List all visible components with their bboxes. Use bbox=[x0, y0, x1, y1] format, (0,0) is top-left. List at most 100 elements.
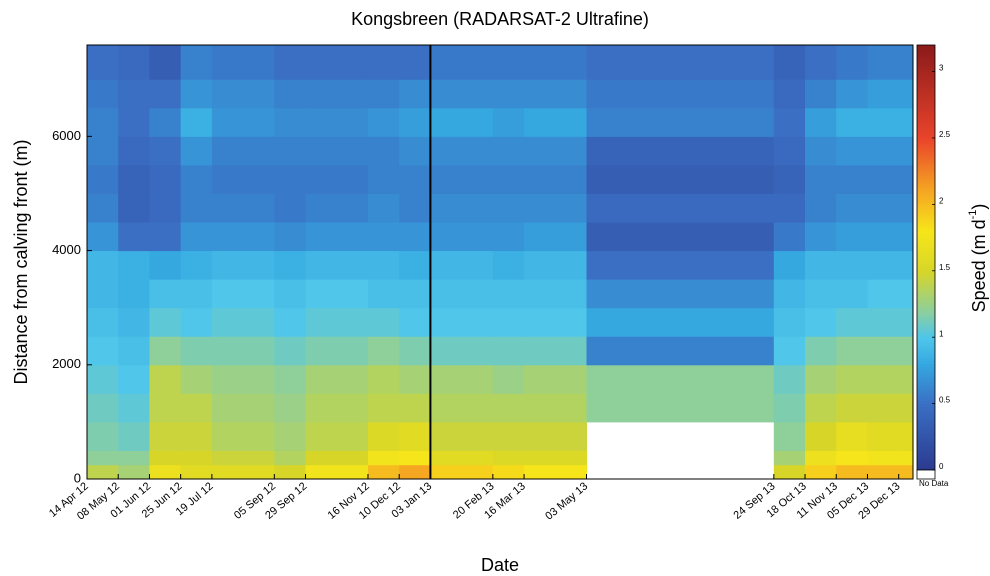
heat-cell bbox=[586, 79, 775, 109]
heat-cell bbox=[867, 193, 900, 223]
heat-cell bbox=[399, 364, 431, 394]
heat-cell bbox=[898, 450, 914, 466]
heat-cell bbox=[836, 336, 868, 366]
heat-cell bbox=[87, 421, 119, 451]
colorbar-step bbox=[917, 438, 935, 442]
heat-cell bbox=[118, 222, 150, 252]
colorbar-step bbox=[917, 313, 935, 317]
colorbar-step bbox=[917, 185, 935, 189]
heat-cell bbox=[430, 364, 494, 394]
heat-cell bbox=[399, 307, 431, 337]
heat-cell bbox=[180, 307, 213, 337]
heat-cell bbox=[149, 79, 182, 109]
colorbar-step bbox=[917, 103, 935, 107]
heat-cell bbox=[305, 79, 369, 109]
heat-cell bbox=[773, 450, 806, 466]
colorbar-tick-label: 1.5 bbox=[939, 263, 951, 272]
colorbar-tick-label: 3 bbox=[939, 64, 944, 73]
colorbar-step bbox=[917, 329, 935, 333]
heat-cell bbox=[305, 107, 369, 137]
colorbar-step bbox=[917, 416, 935, 421]
colorbar-step bbox=[917, 161, 935, 166]
heat-cell bbox=[180, 45, 213, 80]
colorbar-step bbox=[917, 424, 935, 428]
colorbar-step bbox=[917, 273, 935, 277]
heat-cell bbox=[805, 307, 837, 337]
heat-cell bbox=[898, 307, 914, 337]
heat-cell bbox=[524, 336, 588, 366]
heat-cell bbox=[492, 45, 525, 80]
heat-cell bbox=[492, 107, 525, 137]
heat-cell bbox=[805, 193, 837, 223]
colorbar-step bbox=[917, 148, 935, 152]
heat-cell bbox=[492, 364, 525, 394]
heat-cell bbox=[898, 45, 914, 80]
heat-cell bbox=[773, 464, 806, 480]
heat-cell bbox=[586, 193, 775, 223]
heat-cell bbox=[305, 250, 369, 280]
heat-cell bbox=[586, 279, 775, 309]
heat-cell bbox=[399, 464, 431, 480]
heat-cell bbox=[118, 136, 150, 166]
heat-cell bbox=[805, 45, 837, 80]
colorbar-step bbox=[917, 217, 935, 221]
heat-cell bbox=[524, 279, 588, 309]
colorbar-step bbox=[917, 50, 935, 54]
heat-cell bbox=[149, 45, 182, 80]
heat-cell bbox=[524, 79, 588, 109]
colorbar-step bbox=[917, 177, 935, 181]
colorbar-step bbox=[917, 358, 935, 362]
heat-cell bbox=[430, 279, 494, 309]
colorbar-step bbox=[917, 233, 935, 237]
heat-cell bbox=[586, 107, 775, 137]
colorbar-tick-label: 0 bbox=[939, 462, 944, 471]
colorbar-step bbox=[917, 60, 935, 65]
heat-cell bbox=[524, 393, 588, 423]
heat-cell bbox=[836, 79, 868, 109]
heat-cell bbox=[492, 136, 525, 166]
heat-cell bbox=[118, 79, 150, 109]
heat-cell bbox=[305, 421, 369, 451]
heat-cell bbox=[87, 279, 119, 309]
heat-cell bbox=[211, 79, 275, 109]
heat-cell bbox=[773, 279, 806, 309]
heat-cell bbox=[867, 222, 900, 252]
colorbar-step bbox=[917, 215, 935, 219]
colorbar-step bbox=[917, 159, 935, 163]
heat-cell bbox=[180, 450, 213, 466]
colorbar-step bbox=[917, 446, 935, 450]
colorbar-step bbox=[917, 92, 935, 96]
colorbar-step bbox=[917, 98, 935, 102]
colorbar-step bbox=[917, 326, 935, 330]
colorbar-step bbox=[917, 379, 935, 383]
colorbar-step bbox=[917, 390, 935, 394]
colorbar-step bbox=[917, 464, 935, 468]
colorbar-step bbox=[917, 252, 935, 256]
heat-cell bbox=[118, 307, 150, 337]
heat-cell bbox=[305, 136, 369, 166]
colorbar-step bbox=[917, 419, 935, 423]
heat-cell bbox=[211, 393, 275, 423]
colorbar-step bbox=[917, 238, 935, 243]
heat-cell bbox=[805, 464, 837, 480]
colorbar-step bbox=[917, 220, 935, 224]
heat-cell bbox=[836, 450, 868, 466]
heat-cell bbox=[367, 393, 400, 423]
heat-cell bbox=[211, 336, 275, 366]
heat-cell bbox=[867, 364, 900, 394]
heat-cell bbox=[399, 222, 431, 252]
colorbar-step bbox=[917, 66, 935, 70]
heat-cell bbox=[274, 464, 307, 480]
colorbar-step bbox=[917, 55, 935, 59]
heat-cell bbox=[180, 164, 213, 194]
heat-cell bbox=[211, 464, 275, 480]
heat-cell bbox=[118, 107, 150, 137]
heat-cell bbox=[180, 279, 213, 309]
colorbar-label-text: Speed (m d bbox=[969, 219, 989, 312]
no-data-swatch bbox=[916, 469, 936, 480]
heat-cell bbox=[898, 164, 914, 194]
colorbar-step bbox=[917, 188, 935, 192]
heat-cell bbox=[430, 307, 494, 337]
colorbar-step bbox=[917, 392, 935, 397]
heat-cell bbox=[180, 107, 213, 137]
